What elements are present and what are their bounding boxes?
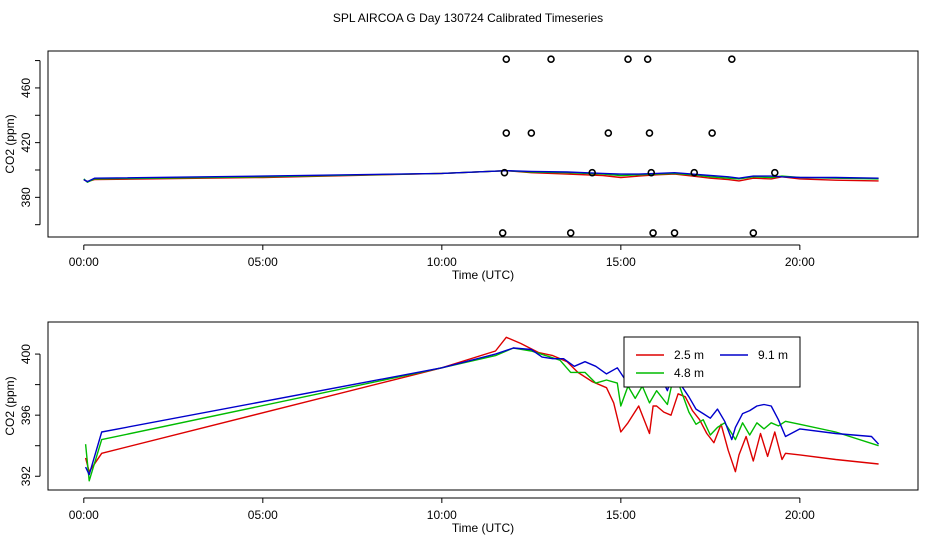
legend-label: 4.8 m bbox=[674, 366, 704, 380]
x-tick-label: 15:00 bbox=[606, 255, 636, 269]
x-tick-label: 20:00 bbox=[785, 255, 815, 269]
data-point bbox=[500, 168, 509, 177]
data-point bbox=[690, 168, 699, 177]
x-tick-label: 15:00 bbox=[606, 508, 636, 522]
y-tick-label: 380 bbox=[19, 187, 33, 207]
legend-label: 2.5 m bbox=[674, 348, 704, 362]
data-point bbox=[649, 229, 657, 237]
data-point bbox=[728, 55, 736, 64]
series-line-9-1-m bbox=[83, 169, 879, 183]
data-point bbox=[588, 168, 596, 177]
data-point bbox=[708, 129, 716, 137]
data-point bbox=[566, 229, 575, 237]
data-point bbox=[645, 129, 654, 137]
figure-title: SPL AIRCOA G Day 130724 Calibrated Times… bbox=[333, 11, 603, 25]
plot-frame bbox=[47, 50, 919, 238]
series-line-4-8-m bbox=[84, 347, 879, 482]
legend-box bbox=[623, 336, 801, 388]
data-point bbox=[647, 168, 656, 177]
x-tick-label: 00:00 bbox=[69, 508, 99, 522]
plot-frame bbox=[47, 321, 919, 491]
data-point bbox=[770, 168, 779, 177]
y-tick-label: 420 bbox=[19, 132, 33, 152]
y-axis-label: CO2 (ppm) bbox=[3, 376, 17, 435]
data-point bbox=[502, 55, 511, 64]
legend-label: 9.1 m bbox=[758, 348, 788, 362]
y-tick-label: 396 bbox=[19, 405, 33, 425]
series-line-9-1-m bbox=[84, 347, 880, 476]
x-axis-label: Time (UTC) bbox=[452, 268, 514, 282]
x-tick-label: 05:00 bbox=[248, 255, 278, 269]
data-point bbox=[624, 55, 632, 64]
x-tick-label: 20:00 bbox=[785, 508, 815, 522]
x-tick-label: 10:00 bbox=[427, 255, 457, 269]
panel-bottom: 00:00 05:00 10:00 15:00 20:00 Time (UTC) 392 39… bbox=[3, 321, 919, 535]
x-tick-label: 05:00 bbox=[248, 508, 278, 522]
x-tick-label: 00:00 bbox=[69, 255, 99, 269]
y-tick-label: 400 bbox=[19, 344, 33, 364]
data-point bbox=[502, 129, 511, 137]
y-tick-label: 392 bbox=[19, 466, 33, 486]
data-point bbox=[527, 129, 536, 137]
data-point bbox=[547, 55, 555, 64]
y-axis-label: CO2 (ppm) bbox=[3, 114, 17, 173]
data-point bbox=[749, 229, 758, 237]
y-tick-label: 460 bbox=[19, 78, 33, 98]
x-tick-label: 10:00 bbox=[427, 508, 457, 522]
data-point bbox=[604, 129, 613, 137]
series-line-2-5-m bbox=[84, 336, 879, 473]
data-point bbox=[498, 229, 507, 237]
x-axis-label: Time (UTC) bbox=[452, 521, 514, 535]
data-point bbox=[670, 229, 679, 237]
panel-top: 00:00 05:00 10:00 15:00 20:00 Time (UTC) 380 42… bbox=[3, 50, 919, 282]
data-point bbox=[643, 55, 652, 64]
